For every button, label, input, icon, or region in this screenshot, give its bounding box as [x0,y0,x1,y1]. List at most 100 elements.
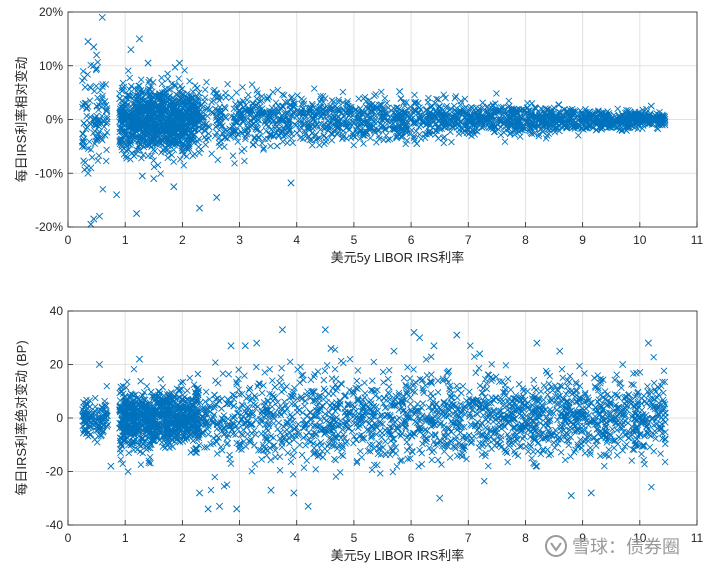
scatter-point [78,142,86,150]
y-tick-label: 20 [50,358,64,372]
x-tick-label: 0 [65,233,72,247]
y-tick-label: -10% [35,166,63,180]
scatter-point [150,175,158,183]
scatter-point [396,87,404,96]
x-axis-label: 美元5y LIBOR IRS利率 [331,548,465,563]
scatter-cloud [79,342,669,494]
scatter-point [90,62,98,70]
scatter-point [233,505,241,513]
x-tick-label: 1 [122,233,129,247]
bottom-scatter-chart: 0 1 2 3 4 5 6 7 8 9 10 11 -40 -20 0 20 40 美元5y LIBOR IRS利… [14,304,704,563]
scatter-point [84,38,92,46]
x-tick-label: 4 [293,531,300,545]
watermark-text: 雪球：债券圈 [572,537,680,558]
scatter-point [135,35,144,43]
y-tick-label: 0% [46,113,64,127]
x-tick-label: 3 [236,233,243,247]
top-scatter-chart: 0 1 2 3 4 5 6 7 8 9 10 11 -20% -10% 0% 10% 20% 美元5y LIBOR… [14,5,704,265]
scatter-cloud [79,58,669,193]
scatter-point [213,193,221,201]
scatter-point [436,494,444,502]
scatter-point [81,83,89,91]
scatter-point [195,204,204,212]
scatter-point [253,339,261,347]
scatter-point [619,360,627,369]
scatter-point [215,502,224,510]
scatter-point [644,339,652,347]
scatter-point [135,355,144,363]
scatter-point [81,158,89,167]
x-tick-label: 6 [408,531,415,545]
x-tick-label: 5 [351,233,358,247]
y-tick-label: 20% [39,5,63,19]
x-tick-label: 7 [465,531,472,545]
scatter-point [87,164,95,172]
scatter-point [127,46,135,54]
scatter-point [241,342,249,350]
scatter-point [204,505,212,513]
x-tick-label: 8 [522,531,529,545]
scatter-point [430,342,438,350]
scatter-point [453,331,461,339]
scatter-point [567,492,575,500]
scatter-point [90,215,98,223]
y-tick-label: -20% [35,220,63,234]
y-tick-label: 10% [39,59,63,73]
x-tick-label: 5 [351,531,358,545]
scatter-point [476,350,484,358]
scatter-point [107,462,115,470]
scatter-point [113,191,121,199]
x-tick-label: 0 [65,531,72,545]
x-tick-label: 2 [179,531,186,545]
scatter-point [175,59,184,67]
x-tick-label: 11 [691,531,704,545]
x-tick-label: 6 [408,233,415,247]
scatter-point [195,489,204,497]
scatter-point [556,347,564,355]
scatter-point [90,43,98,51]
scatter-point [410,328,418,336]
scatter-point [170,183,178,191]
scatter-point [587,489,595,497]
scatter-point [290,489,298,497]
scatter-point [138,172,146,180]
scatter-point [87,220,95,228]
x-tick-label: 7 [465,233,472,247]
scatter-point [84,169,92,177]
y-axis-label: 每日IRS利率绝对变动 (BP) [14,340,29,495]
watermark: 雪球：债券圈 [545,535,680,558]
x-tick-label: 8 [522,233,529,247]
scatter-point [533,339,541,347]
x-tick-label: 2 [179,233,186,247]
scatter-point [416,334,424,342]
scatter-point [144,59,152,67]
scatter-point [267,486,275,494]
scatter-point [304,502,312,510]
y-tick-label: 40 [50,304,64,318]
scatter-point [133,210,141,218]
scatter-point [413,140,421,148]
x-tick-label: 11 [691,233,704,247]
x-tick-label: 4 [293,233,300,247]
scatter-point [321,326,329,334]
y-axis-label: 每日IRS利率相对变动 [14,57,29,183]
x-tick-label: 1 [122,531,129,545]
scatter-point [124,467,132,476]
x-tick-label: 10 [633,233,647,247]
scatter-point [441,94,449,102]
scatter-point [278,326,286,334]
scatter-point [227,342,235,350]
y-tick-label: -40 [46,518,64,532]
x-axis-label: 美元5y LIBOR IRS利率 [331,250,465,265]
scatter-point [327,344,335,353]
scatter-point [390,347,398,355]
x-tick-label: 9 [579,531,586,545]
scatter-point [647,102,655,110]
x-tick-label: 10 [633,531,647,545]
x-tick-label: 9 [579,233,586,247]
x-tick-label: 3 [236,531,243,545]
watermark-logo [545,535,567,557]
scatter-point [95,360,104,369]
y-tick-label: -20 [46,465,64,479]
